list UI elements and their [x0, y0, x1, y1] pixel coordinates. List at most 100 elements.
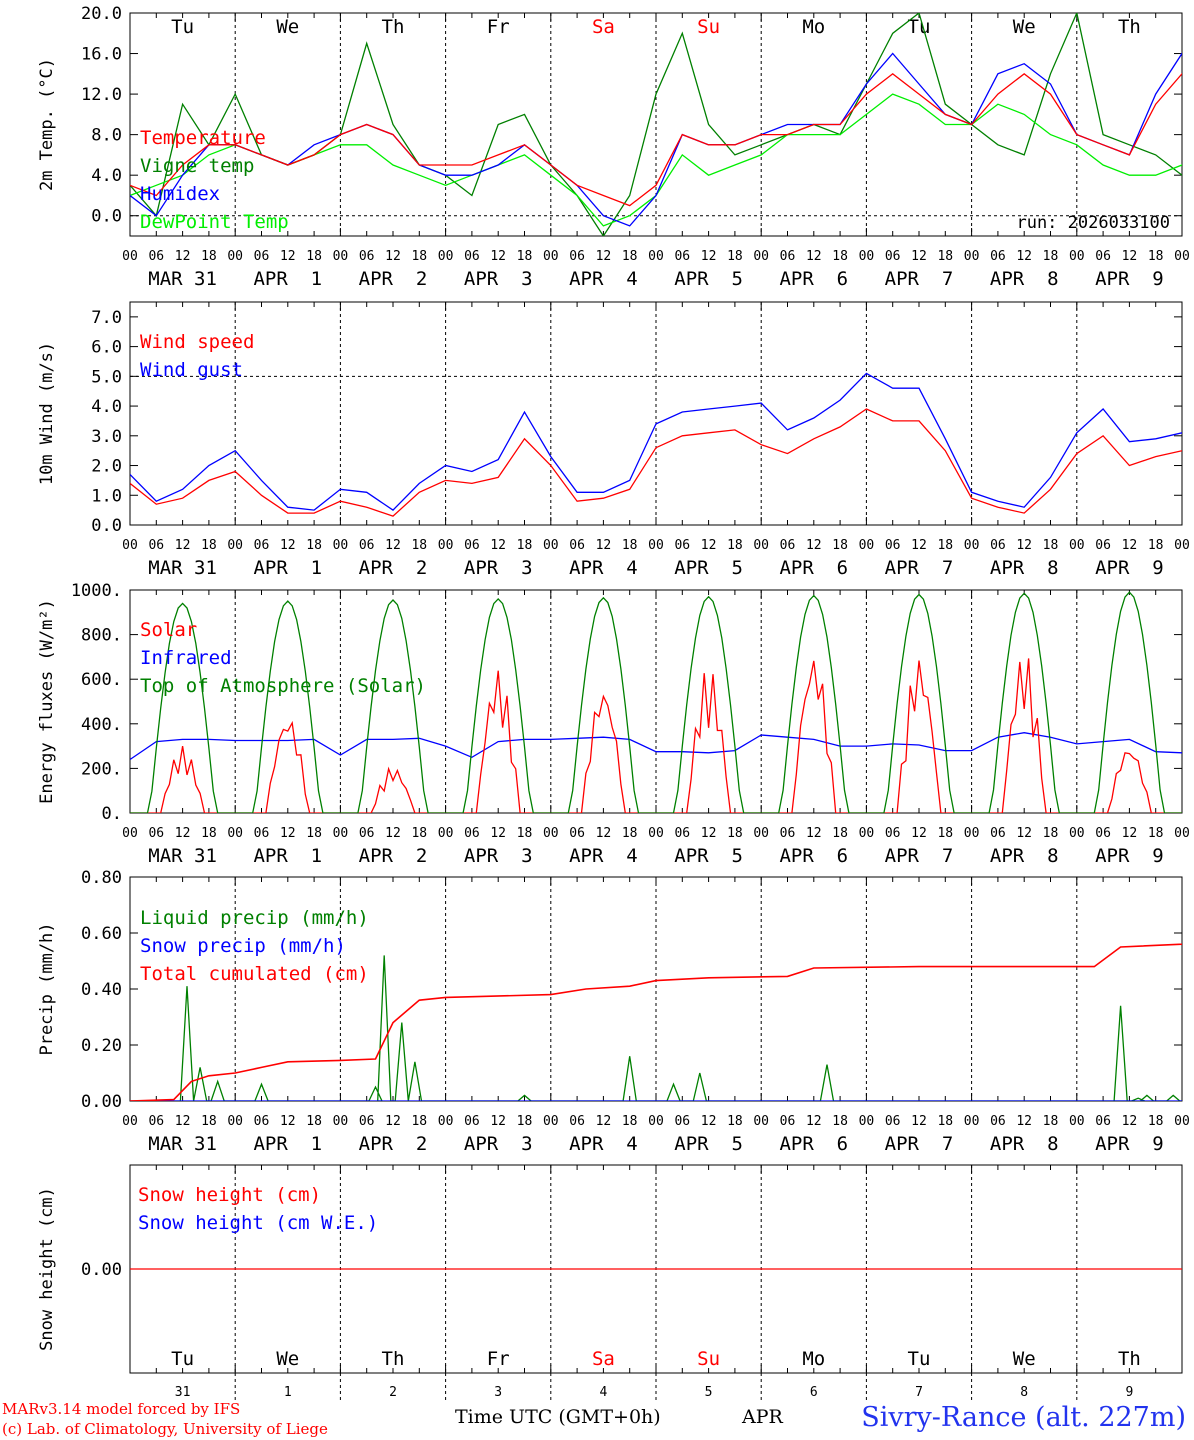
wind-hour-label: 06 — [569, 538, 585, 553]
temperature-hour-label: 00 — [543, 249, 559, 264]
temperature-date-label: APR 5 — [674, 268, 743, 290]
temperature-date-label: MAR 31 — [148, 268, 217, 290]
precip-hour-label: 00 — [753, 1114, 769, 1129]
snow-day-number-label: 1 — [284, 1385, 292, 1400]
month-label: APR — [742, 1406, 783, 1428]
wind-date-label: APR 9 — [1095, 557, 1164, 579]
temperature-y-tick-label: 12.0 — [81, 85, 122, 105]
energy-hour-label: 12 — [280, 826, 296, 841]
energy-date-label: APR 8 — [990, 845, 1059, 867]
temperature-hour-label: 06 — [780, 249, 796, 264]
wind-hour-label: 00 — [543, 538, 559, 553]
snow-day-number-label: 31 — [175, 1385, 191, 1400]
precip-hour-label: 18 — [306, 1114, 322, 1129]
energy-date-label: APR 7 — [885, 845, 954, 867]
energy-hour-label: 18 — [1043, 826, 1059, 841]
energy-hour-label: 12 — [490, 826, 506, 841]
temperature-hour-label: 18 — [937, 249, 953, 264]
temperature-date-label: APR 8 — [990, 268, 1059, 290]
temperature-hour-label: 00 — [1069, 249, 1085, 264]
precip-y-tick-label: 0.00 — [81, 1092, 122, 1112]
precip-hour-label: 06 — [780, 1114, 796, 1129]
wind-hour-label: 18 — [201, 538, 217, 553]
snow-day-name-label: Sa — [592, 1348, 615, 1370]
temperature-hour-label: 00 — [964, 249, 980, 264]
precip-date-label: APR 1 — [253, 1133, 322, 1155]
temperature-hour-label: 12 — [806, 249, 822, 264]
precip-hour-label: 00 — [438, 1114, 454, 1129]
wind-hour-label: 18 — [517, 538, 533, 553]
snow-legend-snow-height-cm-w-e: Snow height (cm W.E.) — [138, 1212, 378, 1234]
snow-day-number-label: 9 — [1125, 1385, 1133, 1400]
energy-hour-label: 12 — [911, 826, 927, 841]
precip-legend-total-cumulated-cm: Total cumulated (cm) — [140, 963, 369, 985]
precip-hour-label: 06 — [569, 1114, 585, 1129]
energy-hour-label: 06 — [359, 826, 375, 841]
temperature-hour-label: 18 — [411, 249, 427, 264]
energy-hour-label: 18 — [517, 826, 533, 841]
temperature-hour-label: 06 — [990, 249, 1006, 264]
wind-hour-label: 12 — [385, 538, 401, 553]
wind-hour-label: 00 — [438, 538, 454, 553]
precip-hour-label: 06 — [148, 1114, 164, 1129]
day-name-label: We — [276, 16, 299, 38]
temperature-hour-label: 12 — [1122, 249, 1138, 264]
energy-legend-solar: Solar — [140, 619, 197, 641]
energy-date-label: APR 2 — [359, 845, 428, 867]
temperature-hour-label: 12 — [1016, 249, 1032, 264]
precip-hour-label: 00 — [648, 1114, 664, 1129]
energy-hour-label: 00 — [122, 826, 138, 841]
wind-hour-label: 00 — [859, 538, 875, 553]
snow-day-number-label: 5 — [705, 1385, 713, 1400]
precip-hour-label: 18 — [937, 1114, 953, 1129]
snow-day-name-label: We — [1013, 1348, 1036, 1370]
wind-hour-label: 12 — [490, 538, 506, 553]
energy-hour-label: 18 — [832, 826, 848, 841]
precip-y-tick-label: 0.40 — [81, 980, 122, 1000]
day-name-label: Su — [697, 16, 720, 38]
energy-y-tick-label: 400. — [81, 715, 122, 735]
wind-hour-label: 12 — [280, 538, 296, 553]
precip-hour-label: 00 — [964, 1114, 980, 1129]
wind-hour-label: 06 — [674, 538, 690, 553]
precip-hour-label: 06 — [254, 1114, 270, 1129]
energy-hour-label: 00 — [753, 826, 769, 841]
precip-legend-snow-precip-mm-h: Snow precip (mm/h) — [140, 935, 346, 957]
wind-hour-label: 18 — [937, 538, 953, 553]
temperature-date-label: APR 9 — [1095, 268, 1164, 290]
wind-y-tick-label: 2.0 — [91, 457, 122, 477]
temperature-hour-label: 00 — [753, 249, 769, 264]
temperature-legend-vigne-temp: Vigne temp — [140, 155, 254, 177]
energy-hour-label: 06 — [674, 826, 690, 841]
energy-legend-infrared: Infrared — [140, 647, 232, 669]
precip-date-label: APR 8 — [990, 1133, 1059, 1155]
energy-series-infrared — [130, 732, 1182, 761]
wind-plot-frame — [129, 301, 1183, 526]
precip-series-total-cumulated-cm — [130, 943, 1182, 1101]
day-name-label: Tu — [171, 16, 194, 38]
temperature-hour-label: 00 — [333, 249, 349, 264]
temperature-series-dewpoint-temp — [130, 93, 1182, 227]
temperature-hour-label: 06 — [148, 249, 164, 264]
wind-date-label: APR 1 — [253, 557, 322, 579]
temperature-hour-label: 18 — [622, 249, 638, 264]
precip-date-label: MAR 31 — [148, 1133, 217, 1155]
precip-date-label: APR 4 — [569, 1133, 638, 1155]
precip-date-label: APR 9 — [1095, 1133, 1164, 1155]
energy-date-label: APR 5 — [674, 845, 743, 867]
temperature-legend-dewpoint-temp: DewPoint Temp — [140, 211, 289, 233]
energy-hour-label: 00 — [1069, 826, 1085, 841]
precip-date-label: APR 2 — [359, 1133, 428, 1155]
energy-hour-label: 00 — [648, 826, 664, 841]
wind-hour-label: 06 — [990, 538, 1006, 553]
wind-hour-label: 00 — [1069, 538, 1085, 553]
wind-hour-label: 18 — [306, 538, 322, 553]
wind-hour-label: 06 — [254, 538, 270, 553]
wind-y-tick-label: 7.0 — [91, 308, 122, 328]
wind-hour-label: 06 — [464, 538, 480, 553]
wind-hour-label: 06 — [780, 538, 796, 553]
temperature-hour-label: 18 — [832, 249, 848, 264]
temperature-series-temperature — [130, 72, 1182, 207]
lab-credit: (c) Lab. of Climatology, University of L… — [2, 1420, 328, 1438]
